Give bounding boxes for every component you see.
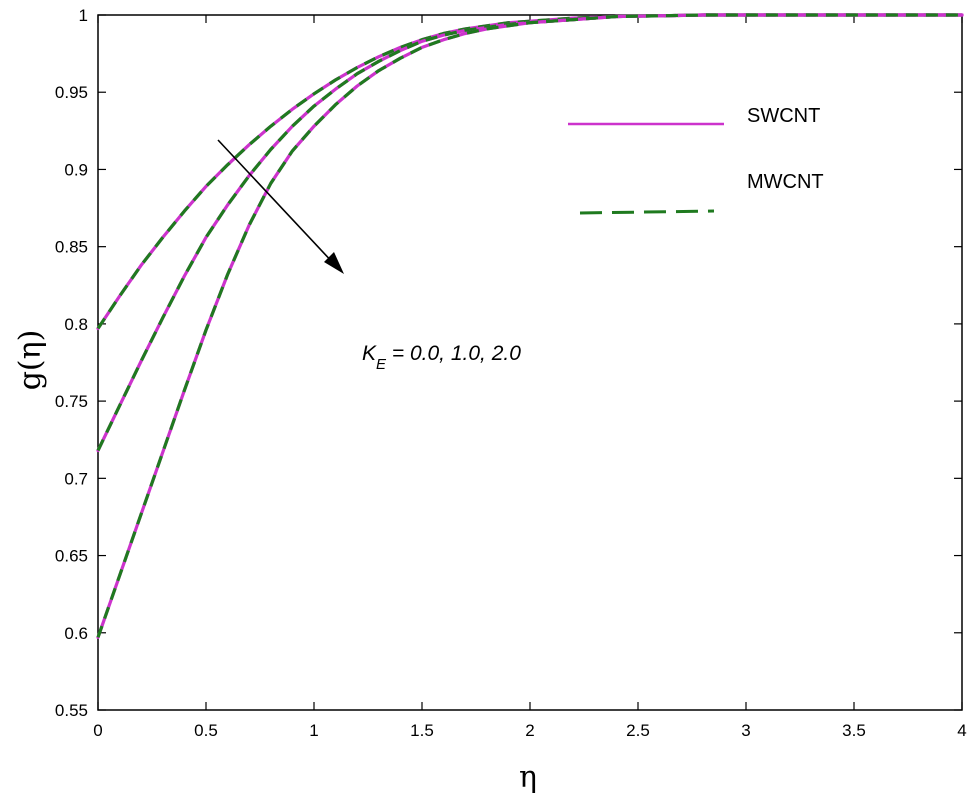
x-tick-label: 1 bbox=[309, 721, 318, 740]
y-tick-label: 0.8 bbox=[64, 315, 88, 334]
y-axis-label: g(η) bbox=[13, 330, 48, 391]
x-tick-label: 4 bbox=[957, 721, 966, 740]
plot-area bbox=[97, 14, 963, 711]
y-tick-label: 1 bbox=[79, 6, 88, 25]
y-tick-label: 0.6 bbox=[64, 624, 88, 643]
legend: SWCNT MWCNT bbox=[568, 105, 824, 215]
series-line-mwcnt-2 bbox=[96, 13, 962, 638]
x-axis: 0 0.5 1 1.5 2 2.5 3 3.5 4 bbox=[93, 15, 967, 740]
x-tick-label: 3.5 bbox=[842, 721, 866, 740]
y-axis: 0.55 0.6 0.65 0.7 0.75 0.8 0.85 0.9 0.95 1 bbox=[55, 6, 962, 720]
y-tick-label: 0.65 bbox=[55, 547, 88, 566]
annotation-arrow bbox=[217, 139, 344, 274]
series-line-mwcnt-1 bbox=[96, 13, 962, 452]
x-tick-label: 0 bbox=[93, 721, 102, 740]
y-tick-label: 0.85 bbox=[55, 238, 88, 257]
series-line-swcnt-2 bbox=[96, 13, 964, 640]
x-tick-label: 0.5 bbox=[194, 721, 218, 740]
series-line-swcnt-1 bbox=[96, 13, 964, 453]
legend-swatch-mwcnt bbox=[579, 209, 715, 215]
y-tick-label: 0.7 bbox=[64, 469, 88, 488]
series-layer bbox=[96, 13, 964, 640]
annotation-parameter: KE = 0.0, 1.0, 2.0 bbox=[362, 342, 521, 373]
y-tick-label: 0.9 bbox=[64, 160, 88, 179]
series-line-mwcnt-0 bbox=[96, 13, 962, 330]
y-tick-label: 0.55 bbox=[55, 701, 88, 720]
plot-border bbox=[97, 14, 963, 711]
y-tick-label: 0.75 bbox=[55, 392, 88, 411]
x-tick-label: 3 bbox=[741, 721, 750, 740]
series-line-swcnt-0 bbox=[96, 13, 964, 331]
x-tick-label: 2 bbox=[525, 721, 534, 740]
legend-label-mwcnt: MWCNT bbox=[747, 171, 824, 193]
x-axis-label: η bbox=[519, 760, 537, 795]
x-tick-label: 2.5 bbox=[626, 721, 650, 740]
y-tick-label: 0.95 bbox=[55, 83, 88, 102]
legend-label-swcnt: SWCNT bbox=[747, 105, 820, 127]
x-tick-label: 1.5 bbox=[410, 721, 434, 740]
